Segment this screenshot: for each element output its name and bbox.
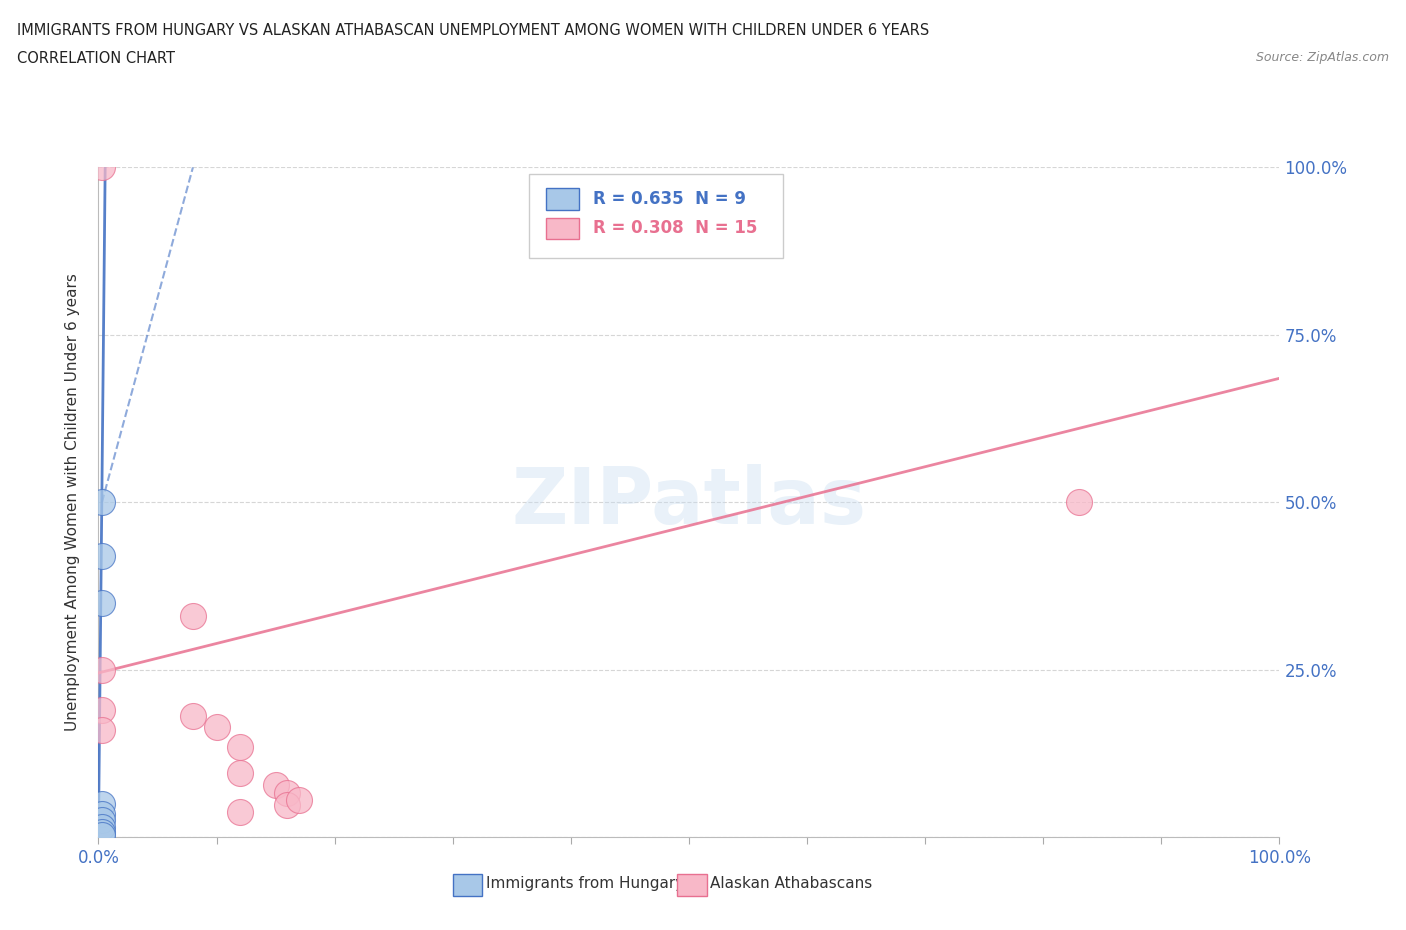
Point (91, 595, 114, 610)
Point (288, 792, 311, 807)
Point (91, 723, 114, 737)
Point (276, 797, 298, 812)
Text: ZIPatlas: ZIPatlas (512, 464, 866, 540)
Point (91, 819, 114, 834)
Point (91, 495, 114, 510)
Text: CORRELATION CHART: CORRELATION CHART (17, 51, 174, 66)
Point (205, 719, 228, 734)
Bar (678, 874, 707, 896)
Bar (546, 218, 579, 239)
Text: Source: ZipAtlas.com: Source: ZipAtlas.com (1256, 51, 1389, 64)
Bar (453, 874, 482, 896)
Point (91, 824, 114, 839)
Text: R = 0.635  N = 9: R = 0.635 N = 9 (593, 190, 747, 208)
Point (91, 702, 114, 717)
Point (91, 160, 114, 175)
Point (264, 777, 287, 792)
Point (181, 709, 204, 724)
Point (276, 786, 298, 801)
Y-axis label: Unemployment Among Women with Children Under 6 years: Unemployment Among Women with Children U… (65, 273, 80, 731)
Point (181, 608, 204, 623)
Point (91, 796, 114, 811)
Text: R = 0.308  N = 15: R = 0.308 N = 15 (593, 219, 758, 237)
Point (91, 813, 114, 828)
Point (91, 828, 114, 843)
Point (229, 739, 252, 754)
Point (91, 662, 114, 677)
Point (1067, 495, 1090, 510)
Bar (530, 174, 783, 258)
Point (91, 549, 114, 564)
Point (229, 804, 252, 819)
Bar (546, 188, 579, 209)
Point (91, 806, 114, 821)
Text: Alaskan Athabascans: Alaskan Athabascans (710, 876, 873, 891)
Text: IMMIGRANTS FROM HUNGARY VS ALASKAN ATHABASCAN UNEMPLOYMENT AMONG WOMEN WITH CHIL: IMMIGRANTS FROM HUNGARY VS ALASKAN ATHAB… (17, 23, 929, 38)
Point (229, 766, 252, 781)
Text: Immigrants from Hungary: Immigrants from Hungary (486, 876, 685, 891)
